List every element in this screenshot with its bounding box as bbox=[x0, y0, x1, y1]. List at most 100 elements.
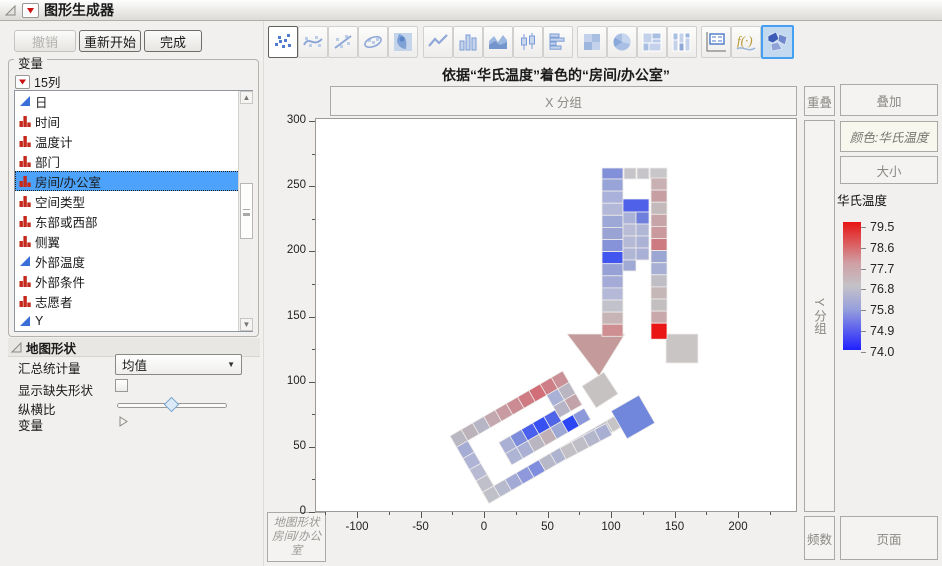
map-room[interactable] bbox=[581, 371, 619, 409]
map-room[interactable] bbox=[572, 407, 592, 427]
map-room[interactable] bbox=[650, 213, 668, 227]
map-shape-zone[interactable]: 地图形状 房间/办公室 bbox=[267, 512, 326, 562]
variable-item[interactable]: 房间/办公室 bbox=[15, 171, 252, 191]
variable-item[interactable]: 外部温度 bbox=[15, 251, 252, 271]
report-menu-button[interactable] bbox=[22, 2, 39, 18]
variable-item[interactable]: 侧翼 bbox=[15, 231, 252, 251]
map-room[interactable] bbox=[635, 235, 650, 249]
area-button[interactable] bbox=[483, 26, 513, 58]
size-zone[interactable]: 大小 bbox=[840, 156, 938, 184]
scroll-up-button[interactable]: ▲ bbox=[240, 91, 253, 104]
collapse-triangle-icon[interactable] bbox=[4, 4, 17, 17]
map-room[interactable] bbox=[563, 392, 583, 412]
map-room[interactable] bbox=[601, 227, 624, 240]
color-zone[interactable]: 颜色:华氏温度 bbox=[840, 121, 938, 152]
map-room[interactable] bbox=[610, 394, 656, 440]
summary-statistic-select[interactable]: 均值 ▼ bbox=[115, 354, 242, 375]
map-room[interactable] bbox=[650, 189, 668, 203]
map-room[interactable] bbox=[665, 333, 699, 364]
scrollbar-thumb[interactable] bbox=[240, 183, 253, 239]
line-of-fit-button[interactable] bbox=[328, 26, 358, 58]
legend-gradient-bar[interactable] bbox=[843, 222, 861, 350]
map-room[interactable] bbox=[601, 178, 624, 192]
variable-item[interactable]: 东部或西部 bbox=[15, 211, 252, 231]
map-room[interactable] bbox=[601, 311, 624, 325]
restart-button[interactable]: 重新开始 bbox=[79, 30, 141, 52]
overlap-zone[interactable]: 重叠 bbox=[804, 86, 835, 116]
map-room[interactable] bbox=[601, 202, 624, 216]
freq-zone[interactable]: 频数 bbox=[804, 516, 835, 560]
y-group-zone[interactable]: Y 分组 bbox=[804, 120, 835, 512]
map-room[interactable] bbox=[622, 235, 637, 249]
map-room[interactable] bbox=[622, 247, 637, 261]
overlay-zone[interactable]: 叠加 bbox=[840, 84, 938, 116]
map-room[interactable] bbox=[635, 247, 650, 261]
map-room[interactable] bbox=[601, 323, 624, 337]
map-room[interactable] bbox=[636, 167, 650, 180]
variable-item[interactable]: Y bbox=[15, 311, 252, 331]
variable-item[interactable]: 空间类型 bbox=[15, 191, 252, 211]
map-room[interactable] bbox=[601, 287, 624, 301]
histogram-button[interactable] bbox=[543, 26, 573, 58]
ellipse-button[interactable] bbox=[358, 26, 388, 58]
variables-list[interactable]: 日时间 温度计 部门 房间/办公室 空间类型 东部或西部 侧翼 外部温度 外部条件 志愿者 Y bbox=[14, 90, 253, 332]
map-room[interactable] bbox=[601, 239, 624, 253]
aspect-ratio-slider-thumb[interactable] bbox=[163, 396, 180, 413]
map-room[interactable] bbox=[622, 198, 650, 213]
map-room[interactable] bbox=[650, 238, 668, 252]
map-room[interactable] bbox=[601, 214, 624, 228]
map-room[interactable] bbox=[601, 190, 624, 204]
map-room[interactable] bbox=[623, 167, 637, 180]
show-missing-checkbox[interactable] bbox=[115, 379, 128, 392]
mosaic-button[interactable] bbox=[667, 26, 697, 58]
map-room[interactable] bbox=[601, 251, 624, 265]
columns-menu[interactable]: 15列 bbox=[15, 72, 60, 91]
variable-item[interactable]: 外部条件 bbox=[15, 271, 252, 291]
map-room[interactable] bbox=[650, 322, 668, 340]
map-room[interactable] bbox=[601, 299, 624, 313]
variable-item[interactable]: 时间 bbox=[15, 111, 252, 131]
variable-item[interactable]: 部门 bbox=[15, 151, 252, 171]
variable-item[interactable]: 日 bbox=[15, 91, 252, 111]
undo-button[interactable]: 撤销 bbox=[14, 30, 76, 52]
map-room[interactable] bbox=[650, 310, 668, 324]
map-room[interactable] bbox=[593, 423, 613, 442]
map-arrow-shape[interactable] bbox=[566, 333, 626, 377]
map-room[interactable] bbox=[649, 167, 668, 180]
map-room[interactable] bbox=[650, 298, 668, 312]
points-button[interactable] bbox=[268, 26, 298, 58]
map-room[interactable] bbox=[650, 226, 668, 239]
map-room[interactable] bbox=[650, 177, 668, 191]
pie-button[interactable] bbox=[607, 26, 637, 58]
done-button[interactable]: 完成 bbox=[144, 30, 202, 52]
map-room[interactable] bbox=[650, 274, 668, 288]
map-room[interactable] bbox=[601, 275, 624, 289]
contour-button[interactable] bbox=[388, 26, 418, 58]
map-shapes-button[interactable] bbox=[761, 25, 794, 59]
smoother-button[interactable] bbox=[298, 26, 328, 58]
columns-menu-button[interactable] bbox=[15, 74, 30, 89]
box-plot-button[interactable] bbox=[513, 26, 543, 58]
heatmap-button[interactable] bbox=[577, 26, 607, 58]
map-room[interactable] bbox=[601, 263, 624, 277]
line-button[interactable] bbox=[423, 26, 453, 58]
map-room[interactable] bbox=[650, 262, 668, 276]
variable-item[interactable]: 志愿者 bbox=[15, 291, 252, 311]
map-room[interactable] bbox=[650, 250, 668, 264]
bar-button[interactable] bbox=[453, 26, 483, 58]
map-room[interactable] bbox=[635, 223, 650, 237]
map-room[interactable] bbox=[622, 259, 637, 272]
plot-area[interactable] bbox=[315, 118, 797, 512]
scroll-down-button[interactable]: ▼ bbox=[240, 318, 253, 331]
treemap-button[interactable] bbox=[637, 26, 667, 58]
expand-right-icon[interactable] bbox=[117, 415, 129, 428]
map-room[interactable] bbox=[622, 211, 637, 225]
map-room[interactable] bbox=[635, 211, 650, 225]
map-room[interactable] bbox=[650, 201, 668, 215]
page-zone[interactable]: 页面 bbox=[840, 516, 938, 560]
collapse-triangle-icon[interactable] bbox=[10, 341, 22, 354]
map-room[interactable] bbox=[622, 223, 637, 237]
variables-scrollbar[interactable]: ▲ ▼ bbox=[238, 91, 253, 331]
formula-button[interactable]: f(·) bbox=[731, 26, 761, 58]
caption-box-button[interactable] bbox=[701, 26, 731, 58]
